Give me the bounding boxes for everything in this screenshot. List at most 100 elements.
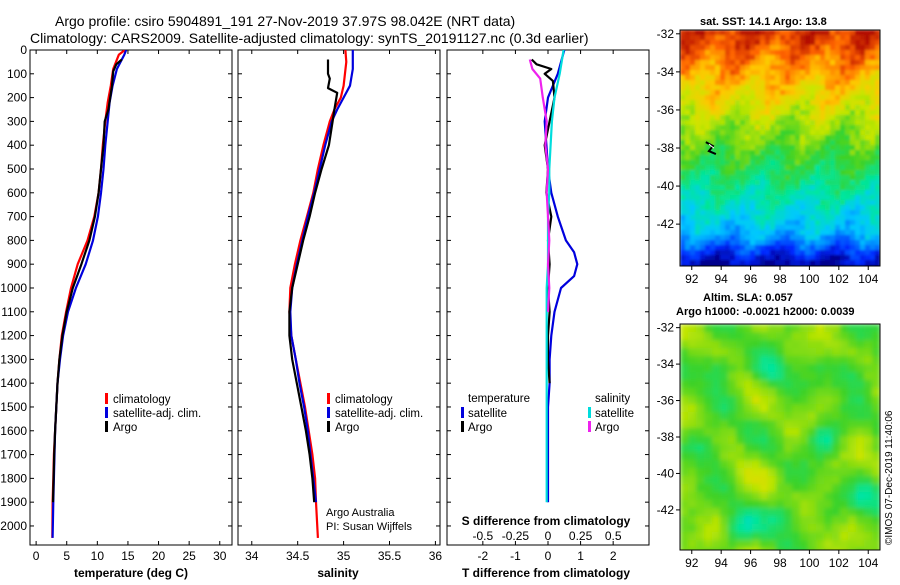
legend-t-satellite-swatch: [461, 407, 464, 418]
sst-cell: [755, 245, 761, 251]
sst-cell: [840, 80, 846, 86]
sla-cell: [784, 476, 793, 485]
sst-cell: [775, 180, 781, 186]
sst-cell: [800, 160, 806, 166]
sla-cell: [720, 356, 729, 365]
sst-cell: [775, 230, 781, 236]
sst-cell: [840, 115, 846, 121]
y-tick-label: 200: [7, 91, 27, 105]
sst-cell: [775, 185, 781, 191]
sst-cell: [835, 125, 841, 131]
sst-cell: [850, 30, 856, 36]
sst-cell: [845, 135, 851, 141]
sla-cell: [680, 476, 689, 485]
sst-cell: [785, 250, 791, 256]
sst-cell: [820, 145, 826, 151]
sst-cell: [825, 180, 831, 186]
sla-cell: [824, 452, 833, 461]
sst-cell: [740, 60, 746, 66]
sst-cell: [755, 160, 761, 166]
sst-cell: [815, 125, 821, 131]
sst-cell: [805, 90, 811, 96]
sst-cell: [870, 120, 876, 126]
sla-cell: [736, 396, 745, 405]
sst-cell: [760, 245, 766, 251]
sla-cell: [808, 396, 817, 405]
sla-cell: [752, 428, 761, 437]
sla-cell: [856, 396, 865, 405]
sst-cell: [745, 110, 751, 116]
sst-cell: [765, 65, 771, 71]
sla-cell: [768, 468, 777, 477]
sst-cell: [870, 245, 876, 251]
sst-cell: [765, 155, 771, 161]
sla-cell: [760, 468, 769, 477]
sst-cell: [700, 225, 706, 231]
sla-cell: [856, 404, 865, 413]
sst-cell: [790, 140, 796, 146]
sst-cell: [815, 175, 821, 181]
sst-cell: [755, 170, 761, 176]
sst-cell: [855, 70, 861, 76]
sst-cell: [780, 170, 786, 176]
sst-cell: [840, 170, 846, 176]
sst-cell: [705, 180, 711, 186]
sla-cell: [728, 332, 737, 341]
sla-cell: [832, 348, 841, 357]
sst-cell: [820, 130, 826, 136]
sst-cell: [755, 255, 761, 261]
sst-cell: [730, 105, 736, 111]
sst-cell: [830, 65, 836, 71]
sst-cell: [685, 260, 691, 266]
sla-cell: [864, 324, 873, 333]
sst-cell: [690, 80, 696, 86]
sla-cell: [864, 372, 873, 381]
sst-cell: [825, 210, 831, 216]
y-tick-label: 1700: [0, 448, 27, 462]
sst-cell: [820, 200, 826, 206]
sst-cell: [735, 105, 741, 111]
sst-cell: [865, 175, 871, 181]
sst-cell: [805, 210, 811, 216]
sst-cell: [830, 45, 836, 51]
sst-cell: [815, 90, 821, 96]
sla-cell: [848, 524, 857, 533]
sst-cell: [805, 170, 811, 176]
sst-cell: [780, 195, 786, 201]
sla-cell: [840, 548, 849, 550]
sst-cell: [805, 215, 811, 221]
sla-cell: [712, 468, 721, 477]
sla-cell: [840, 460, 849, 469]
sst-cell: [705, 40, 711, 46]
sla-cell: [760, 508, 769, 517]
sst-cell: [850, 150, 856, 156]
sla-cell: [872, 492, 880, 501]
sst-cell: [820, 125, 826, 131]
sst-cell: [680, 225, 686, 231]
sla-cell: [800, 444, 809, 453]
sst-cell: [765, 255, 771, 261]
sst-cell: [760, 200, 766, 206]
sst-cell: [820, 55, 826, 61]
sst-cell: [730, 225, 736, 231]
sst-cell: [845, 250, 851, 256]
sst-cell: [835, 65, 841, 71]
sst-cell: [875, 150, 880, 156]
sst-cell: [855, 220, 861, 226]
sst-cell: [775, 120, 781, 126]
sst-cell: [845, 40, 851, 46]
sst-cell: [690, 220, 696, 226]
sst-cell: [740, 30, 746, 36]
x-tick-label: 1: [577, 549, 584, 563]
sst-cell: [830, 80, 836, 86]
sst-cell: [760, 180, 766, 186]
sst-cell: [790, 55, 796, 61]
sla-cell: [712, 412, 721, 421]
sst-cell: [680, 145, 686, 151]
sst-cell: [750, 135, 756, 141]
sst-cell: [810, 260, 816, 266]
sst-cell: [840, 45, 846, 51]
sst-cell: [725, 120, 731, 126]
sla-cell: [808, 452, 817, 461]
sst-cell: [835, 70, 841, 76]
